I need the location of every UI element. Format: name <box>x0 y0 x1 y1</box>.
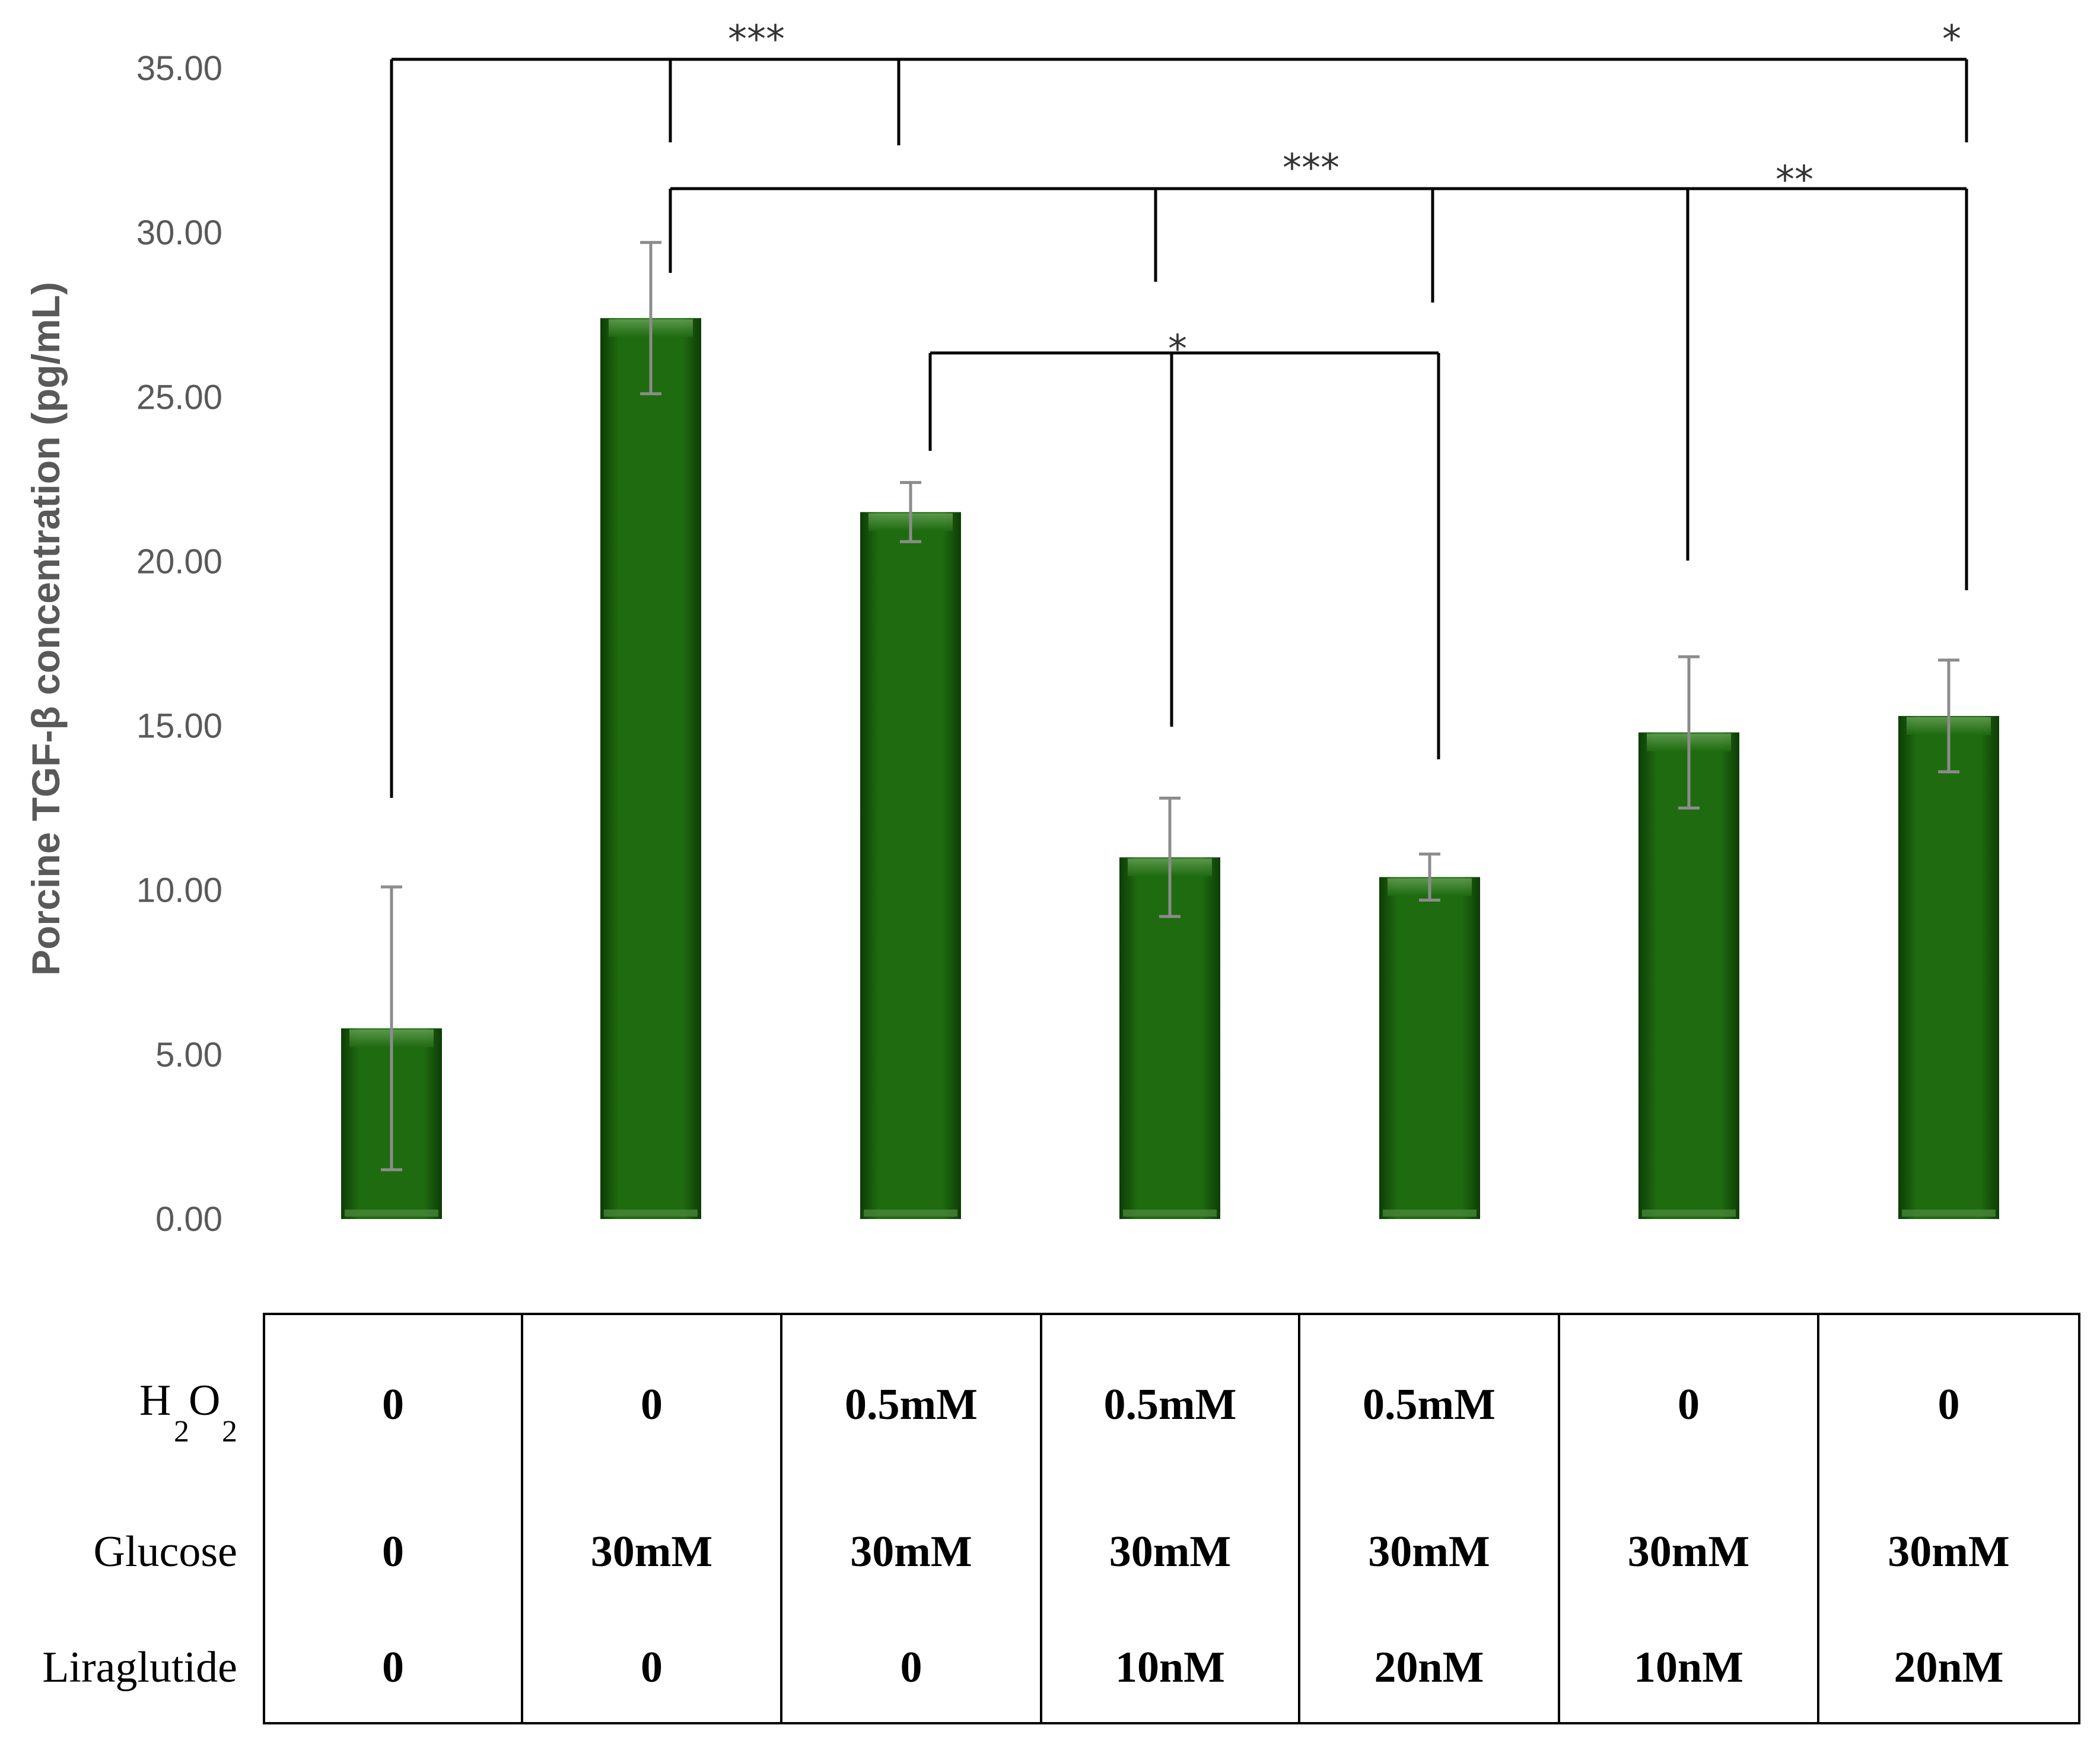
bar-3 <box>860 512 961 1220</box>
error-bar-3 <box>900 480 921 543</box>
table-cell: 10nM <box>1634 1643 1743 1692</box>
table-cell: 0 <box>382 1643 404 1692</box>
table-cell: 0 <box>382 1380 404 1429</box>
table-dividers <box>521 1314 1819 1723</box>
table-cell: 30mM <box>850 1527 972 1576</box>
table-cell: 30mM <box>1888 1527 2010 1576</box>
conditions-table: H 2 O 2 Glucose Liraglutide 0 0 0.5mM 0.5mM… <box>42 1313 2080 1724</box>
bracket-5 <box>928 351 1440 759</box>
table-cell: 30mM <box>1109 1527 1232 1576</box>
row-label-subscript-2: 2 <box>222 1415 237 1449</box>
table-cell: 0 <box>1938 1380 1960 1429</box>
error-bar-2 <box>640 241 661 396</box>
significance-brackets: *** **** *** <box>390 18 1968 798</box>
error-bar-4 <box>1159 797 1181 918</box>
bar-base <box>1383 1210 1477 1217</box>
table-frame <box>263 1313 2080 1724</box>
table-cell: 0 <box>901 1643 922 1692</box>
y-tick-label: 10.00 <box>136 871 222 910</box>
row-label-subscript-1: 2 <box>174 1415 189 1449</box>
row-label-glucose: Glucose <box>94 1527 238 1576</box>
table-cell: 0 <box>641 1380 663 1429</box>
bar-base <box>604 1210 698 1217</box>
bracket-3 <box>669 187 1968 590</box>
bar-body <box>1379 877 1480 1219</box>
table-cell: 20nM <box>1894 1643 2004 1692</box>
row-label-h-letter: H <box>139 1376 171 1425</box>
table-cell: 0 <box>1678 1380 1700 1429</box>
significance-label: * <box>1942 18 1961 62</box>
y-axis-label: Porcine TGF-β concentration (pg/mL) <box>24 282 68 976</box>
y-tick-label: 15.00 <box>136 707 222 746</box>
bar-base <box>345 1210 438 1217</box>
row-label-liraglutide: Liraglutide <box>42 1643 237 1692</box>
bar-body <box>860 512 961 1220</box>
error-bar-5 <box>1419 852 1440 902</box>
table-cell: 0 <box>641 1643 663 1692</box>
row-label-o-letter: O <box>189 1376 220 1425</box>
error-bar-6 <box>1678 655 1700 810</box>
significance-label: *** <box>728 18 785 62</box>
table-cell: 0.5mM <box>845 1380 978 1429</box>
error-bar-7 <box>1938 658 1959 774</box>
table-cell: 20nM <box>1374 1643 1484 1692</box>
bar-body <box>1638 732 1739 1219</box>
table-cell: 0 <box>382 1527 404 1576</box>
significance-label: *** <box>1283 147 1339 190</box>
bar-base <box>864 1210 957 1217</box>
y-tick-label: 5.00 <box>155 1036 222 1074</box>
significance-label: ** <box>1776 158 1813 202</box>
y-tick-label: 30.00 <box>136 214 222 252</box>
bar-body <box>600 318 701 1220</box>
bar-base <box>1642 1210 1736 1217</box>
bracket-1 <box>390 59 901 798</box>
y-tick-labels: 0.00 5.00 10.00 15.00 20.00 25.00 30.00 35.00 <box>136 49 222 1239</box>
bar-body <box>1898 715 1999 1219</box>
bar-base <box>1902 1210 1996 1217</box>
table-cells: 0 0 0.5mM 0.5mM 0.5mM 0 0 0 30mM 30mM 30mM 30mM 30mM… <box>382 1380 2010 1692</box>
significance-label: * <box>1168 327 1187 371</box>
bar-base <box>1123 1210 1217 1217</box>
bar-2 <box>600 318 701 1220</box>
bars <box>341 318 1999 1220</box>
y-tick-label: 20.00 <box>136 542 222 581</box>
table-cell: 30mM <box>1368 1527 1490 1576</box>
y-tick-label: 35.00 <box>136 49 222 88</box>
table-cell: 30mM <box>591 1527 713 1576</box>
y-tick-label: 25.00 <box>136 378 222 416</box>
bar-6 <box>1638 732 1739 1219</box>
bar-7 <box>1898 715 1999 1219</box>
row-label-h2o2: H 2 O 2 <box>139 1376 237 1449</box>
error-bars <box>381 241 1959 1172</box>
bar-5 <box>1379 877 1480 1219</box>
bracket-2 <box>670 58 1968 142</box>
table-cell: 0.5mM <box>1104 1380 1237 1429</box>
table-cell: 30mM <box>1628 1527 1750 1576</box>
table-cell: 0.5mM <box>1363 1380 1496 1429</box>
table-cell: 10nM <box>1115 1643 1225 1692</box>
error-bar-1 <box>381 885 402 1172</box>
y-tick-label: 0.00 <box>155 1200 222 1239</box>
